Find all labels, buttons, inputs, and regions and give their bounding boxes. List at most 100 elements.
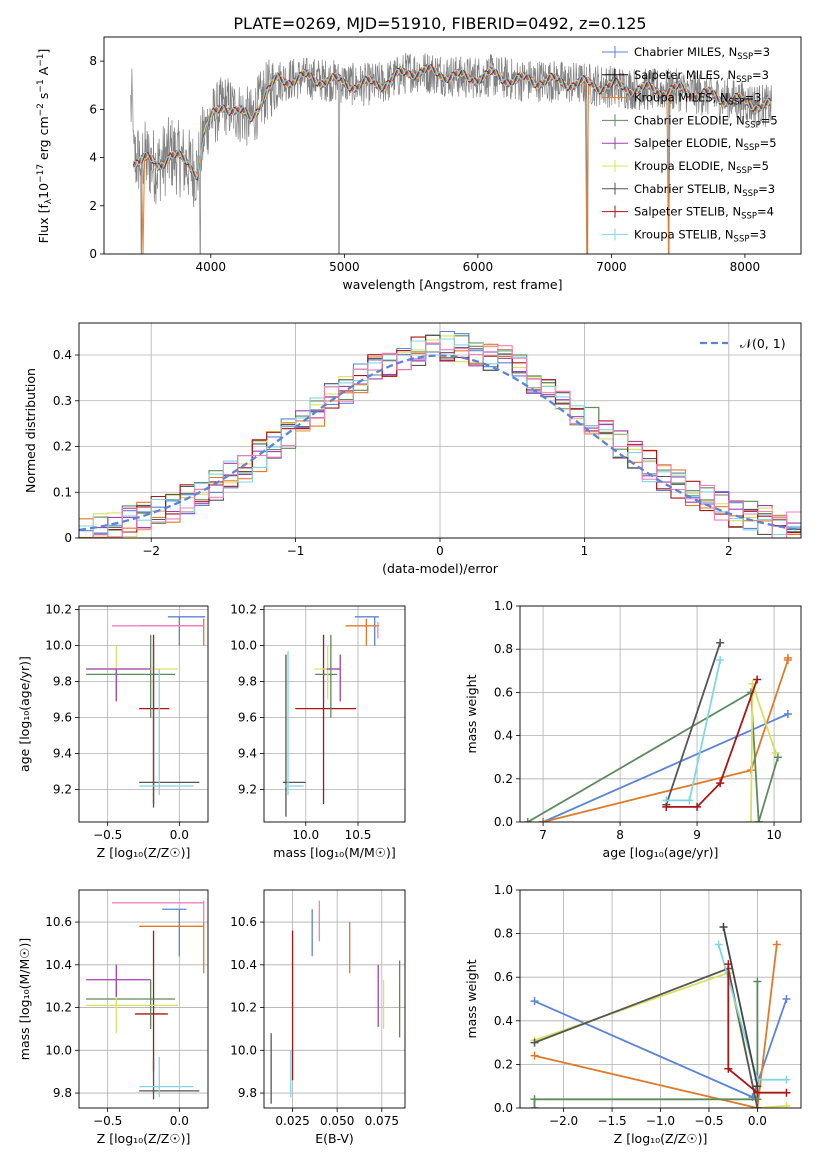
y-axis-label: age [log₁₀(age/yr)] xyxy=(17,656,32,772)
axes-frame xyxy=(78,322,802,539)
plot-area xyxy=(270,900,401,1104)
errorbar-point xyxy=(162,908,187,957)
weight-marker xyxy=(716,779,725,788)
y-tick-label: 9.8 xyxy=(53,1086,72,1100)
weight-series-line xyxy=(534,967,759,1108)
weight-marker xyxy=(783,653,792,662)
errorbar-point xyxy=(139,669,194,795)
weight-marker xyxy=(782,1101,791,1108)
y-tick-label: 9.4 xyxy=(238,747,257,761)
errorbar-point xyxy=(111,900,205,923)
plot-area xyxy=(530,923,791,1108)
y-tick-label: 0 xyxy=(89,247,97,261)
weight-marker xyxy=(719,923,728,932)
x-tick-label: 10.5 xyxy=(345,828,372,842)
errorbar-point xyxy=(139,645,200,808)
y-tick-label: 0.3 xyxy=(53,394,72,408)
weight-marker xyxy=(539,818,548,822)
weight-marker xyxy=(530,1038,539,1047)
weight-marker xyxy=(782,1075,791,1084)
x-tick-label: −2 xyxy=(142,544,160,558)
errorbar-point xyxy=(86,645,178,700)
axes-residuals: −2 −1 0 1 2 0 0.1 0.2 0.3 0.4 (data-model)/error No… xyxy=(23,322,802,576)
x-tick-label: 7 xyxy=(539,828,547,842)
weight-marker xyxy=(753,1104,762,1108)
x-axis-label: Z [log₁₀(Z/Z☉)] xyxy=(97,845,191,860)
errorbar-point xyxy=(86,634,176,718)
model-spectrum-line xyxy=(133,63,772,179)
legend-label: Kroupa STELIB, NSSP=3 xyxy=(634,227,766,244)
axes-frame xyxy=(519,605,802,823)
x-axis-label: Z [log₁₀(Z/Z☉)] xyxy=(614,1131,708,1146)
axes-frame xyxy=(78,605,209,823)
x-tick-label: 0.0 xyxy=(748,1114,767,1128)
axes-age-vs-Z: −0.5 0.0 9.2 9.4 9.6 9.8 10.0 10.2 Z [log₁₀(Z/Z☉… xyxy=(17,603,209,860)
weight-marker xyxy=(753,675,762,684)
axes-spectrum: 4000 5000 6000 7000 8000 0 2 4 6 8 wavelength [Ang… xyxy=(36,36,802,292)
y-tick-label: 1.0 xyxy=(494,599,513,613)
x-tick-label: 8000 xyxy=(730,260,761,274)
errorbar-point xyxy=(284,651,304,795)
plot-area xyxy=(282,616,379,817)
errorbar-point xyxy=(377,622,379,639)
y-tick-label: 2 xyxy=(89,199,97,213)
y-tick-label: 10.2 xyxy=(45,1001,72,1015)
errorbar-point xyxy=(139,1056,194,1098)
x-tick-label: 0.050 xyxy=(320,1114,354,1128)
y-tick-label: 0.0 xyxy=(494,815,513,829)
x-tick-label: 6000 xyxy=(463,260,494,274)
y-tick-label: 6 xyxy=(89,102,97,116)
y-tick-label: 0 xyxy=(64,531,72,545)
errorbar-point xyxy=(326,654,341,702)
errorbar-point xyxy=(139,618,205,646)
x-tick-label: 0.025 xyxy=(275,1114,309,1128)
errorbar-point xyxy=(139,634,170,804)
weight-marker xyxy=(693,802,702,811)
errorbar-point xyxy=(314,645,340,700)
errorbar-point xyxy=(86,964,151,997)
x-tick-label: 0.0 xyxy=(170,1114,189,1128)
legend: Chabrier MILES, NSSP=3 Salpeter MILES, NS… xyxy=(602,45,778,244)
y-tick-label: 10.0 xyxy=(230,1043,257,1057)
legend-label: 𝒩(0, 1) xyxy=(740,336,786,351)
x-tick-label: 9 xyxy=(693,828,701,842)
weight-marker xyxy=(523,818,532,822)
legend-label: Chabrier ELODIE, NSSP=5 xyxy=(634,113,778,130)
axes-mass-vs-EBV: 0.025 0.050 0.075 9.8 10.0 10.2 10.4 10.6 E(B-V) xyxy=(230,889,406,1146)
legend-label: Salpeter MILES, NSSP=3 xyxy=(634,68,769,85)
y-tick-label: 9.2 xyxy=(53,783,72,797)
x-tick-label: −0.5 xyxy=(93,1114,122,1128)
weight-series-line xyxy=(727,964,787,1094)
errorbar-point xyxy=(86,668,151,702)
legend-label: Chabrier STELIB, NSSP=3 xyxy=(634,182,775,199)
x-tick-label: 5000 xyxy=(329,260,360,274)
y-axis-label: mass weight xyxy=(464,674,479,753)
x-tick-label: −0.5 xyxy=(93,828,122,842)
x-tick-label: −1 xyxy=(287,544,305,558)
weight-series-line xyxy=(542,713,789,822)
x-tick-label: 0 xyxy=(436,544,444,558)
weight-marker xyxy=(782,1088,791,1097)
weight-marker xyxy=(530,1051,539,1060)
y-tick-label: 10.2 xyxy=(45,603,72,617)
y-axis-label: Flux [fλ10−17 erg cm−2 s−1 A−1] xyxy=(36,49,54,244)
x-tick-label: −1.0 xyxy=(646,1114,675,1128)
y-axis-label: mass weight xyxy=(464,959,479,1038)
y-tick-label: 9.8 xyxy=(238,1086,257,1100)
weight-marker xyxy=(530,1104,539,1108)
weight-marker xyxy=(685,796,694,805)
y-tick-label: 10.2 xyxy=(230,1001,257,1015)
weight-marker xyxy=(753,977,762,986)
axes-frame xyxy=(103,36,802,255)
errorbar-point xyxy=(295,634,356,804)
x-tick-label: 0.075 xyxy=(365,1114,399,1128)
weight-marker xyxy=(772,940,781,949)
y-tick-label: 10.0 xyxy=(230,639,257,653)
weight-marker xyxy=(714,940,723,949)
legend-label: Chabrier MILES, NSSP=3 xyxy=(634,45,770,62)
x-axis-label: age [log₁₀(age/yr)] xyxy=(603,845,719,860)
weight-series-line xyxy=(527,690,779,822)
legend-label: Kroupa MILES, NSSP=3 xyxy=(634,91,761,108)
legend-label: Salpeter STELIB, NSSP=4 xyxy=(634,205,774,222)
